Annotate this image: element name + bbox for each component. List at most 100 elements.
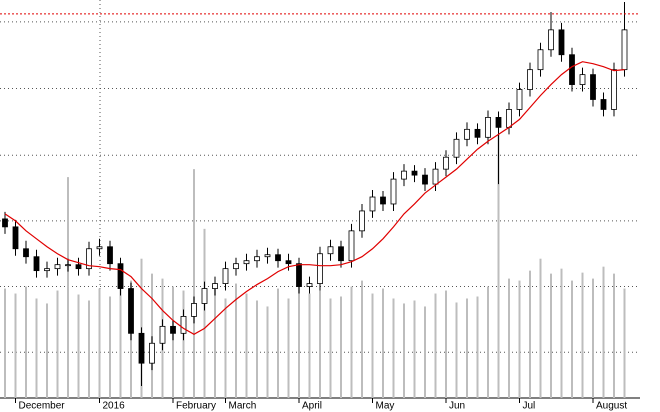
candle-body xyxy=(2,218,8,228)
volume-bar xyxy=(287,298,290,398)
volume-bar xyxy=(424,306,426,398)
candle-body xyxy=(432,168,439,185)
candle-body xyxy=(33,256,40,272)
volume-bar xyxy=(25,286,27,398)
volume-bar xyxy=(151,273,153,398)
candle-body xyxy=(401,170,407,180)
candle-body xyxy=(180,316,187,334)
moving-average xyxy=(4,61,625,336)
candle-body xyxy=(600,99,607,110)
candle-body xyxy=(348,230,355,262)
volume-bar xyxy=(77,294,80,398)
volume-bar xyxy=(35,298,38,398)
volume-bar xyxy=(392,298,395,398)
candle-body xyxy=(191,303,197,317)
candle-body xyxy=(12,226,19,250)
candle-body xyxy=(548,29,554,51)
candle-body xyxy=(170,325,176,334)
volume-bar xyxy=(403,303,405,398)
candle-body xyxy=(474,128,481,138)
x-tick-label: April xyxy=(302,401,322,412)
candle-body xyxy=(212,283,218,289)
candle-body xyxy=(443,156,449,170)
candle-body xyxy=(390,178,397,205)
candle-body xyxy=(590,74,596,100)
volume-bar xyxy=(98,288,101,398)
candle-body xyxy=(558,29,565,56)
volume-bar xyxy=(613,273,615,398)
candle-body xyxy=(107,246,113,265)
volume-bar xyxy=(529,270,531,398)
candle-body xyxy=(411,170,418,176)
candle-body xyxy=(516,89,523,110)
volume-bar xyxy=(623,288,626,398)
volume-bar xyxy=(571,280,573,398)
volume-bar xyxy=(298,280,300,398)
candle-body xyxy=(264,254,271,258)
volume-bar xyxy=(277,288,279,398)
candle-body xyxy=(23,248,29,258)
candle-body xyxy=(275,254,281,262)
candle-body xyxy=(138,332,145,364)
volume-bar xyxy=(350,286,353,398)
x-tick-label: December xyxy=(19,401,66,412)
candle-body xyxy=(537,49,544,71)
candle-body xyxy=(96,246,103,250)
candle-body xyxy=(327,246,334,255)
volume-bar xyxy=(46,303,48,398)
candle-body xyxy=(527,69,533,90)
volume-bar xyxy=(497,134,500,398)
candle-body xyxy=(453,138,460,158)
volume-bar xyxy=(224,298,227,398)
volume-bar xyxy=(476,296,479,398)
candle-body xyxy=(201,288,208,304)
candle-body xyxy=(149,342,155,364)
candle-body xyxy=(159,325,166,344)
candle-body xyxy=(296,263,302,287)
x-tick-label: Jul xyxy=(523,401,536,412)
x-tick-label: 2016 xyxy=(103,401,126,412)
candle-body xyxy=(243,260,250,265)
candle-body xyxy=(464,128,470,140)
volume-bar xyxy=(14,293,17,398)
volume-bar xyxy=(56,290,59,398)
candle-body xyxy=(285,260,292,265)
candle-body xyxy=(380,196,386,205)
candle-body xyxy=(54,264,61,270)
volume-bar xyxy=(602,266,605,398)
volume-bar xyxy=(518,280,521,398)
volume-bar xyxy=(308,293,311,398)
volume-bar xyxy=(245,293,248,398)
volume-bar xyxy=(560,268,563,398)
volume-bar xyxy=(319,290,321,398)
candle-body xyxy=(338,246,344,262)
candle-body xyxy=(579,74,586,85)
candle-body xyxy=(621,29,628,71)
volume-bar xyxy=(182,290,185,398)
volume-bar xyxy=(581,272,584,398)
x-tick-label: Jun xyxy=(449,401,465,412)
volume-bar xyxy=(550,273,552,398)
volume-bar xyxy=(235,283,237,398)
candle-body xyxy=(369,196,376,212)
volume-bar xyxy=(67,177,69,398)
volume-bar xyxy=(193,169,195,398)
candle-body xyxy=(422,174,428,185)
volume-bar xyxy=(119,283,122,398)
volume-bar xyxy=(203,228,206,398)
candle-body xyxy=(128,288,134,334)
candle-body xyxy=(222,268,229,284)
candle-body xyxy=(611,69,617,110)
volume-bar xyxy=(539,258,542,398)
volume-bar xyxy=(455,302,458,398)
volume-bar xyxy=(508,278,510,398)
volume-bar xyxy=(340,296,342,398)
x-tick-label: March xyxy=(229,401,257,412)
volume-bar xyxy=(266,306,269,398)
candle-body xyxy=(65,264,71,267)
candle-body xyxy=(306,283,313,287)
candle-body xyxy=(485,117,491,138)
candle-body xyxy=(495,117,502,128)
